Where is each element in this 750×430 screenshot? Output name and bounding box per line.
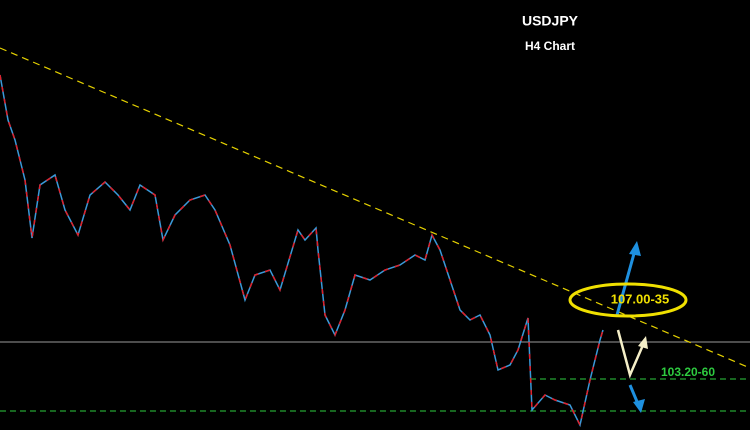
down-arrowhead (633, 399, 645, 413)
up-arrowhead (629, 241, 641, 256)
trendline (0, 47, 750, 369)
support-label: 103.20-60 (661, 365, 715, 379)
down-arrow (628, 384, 640, 405)
chart-title: USDJPY (522, 13, 579, 29)
scenario-arrow (616, 329, 645, 379)
target-ellipse (568, 282, 688, 318)
price-series-down (0, 74, 604, 428)
chart-subtitle: H4 Chart (525, 39, 575, 53)
up-arrow (615, 249, 637, 316)
resistance-label: 107.00-35 (611, 291, 670, 306)
scenario-arrowhead (638, 336, 648, 349)
